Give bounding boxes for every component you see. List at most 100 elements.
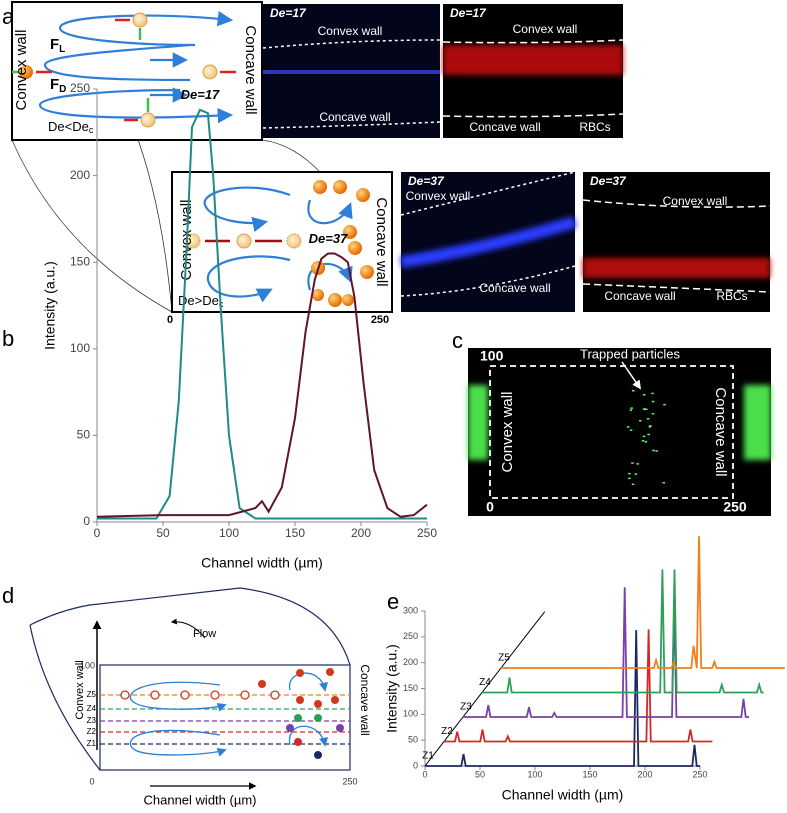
panel-a: a Convex wall Concave wall FL FD De<Dec … xyxy=(2,1,771,326)
panel-d xyxy=(294,738,302,746)
schematic-high xyxy=(312,289,324,301)
axis-label: Channel width (µm) xyxy=(144,792,257,807)
y-tick-label: 0 xyxy=(83,514,90,528)
level-label: Z3 xyxy=(87,716,97,725)
y-tick-label: 300 xyxy=(403,605,418,615)
x-axis-label: Channel width (µm) xyxy=(201,555,323,571)
panel-d xyxy=(296,669,304,677)
schematic-low xyxy=(132,12,148,28)
particle xyxy=(639,420,642,422)
schematic-low xyxy=(12,18,236,122)
panel-c xyxy=(621,361,642,390)
schematic-high xyxy=(203,186,291,232)
axis-end: 250 xyxy=(371,314,389,326)
schematic-high xyxy=(328,293,342,307)
line-series xyxy=(501,536,785,669)
x-tick-label: 200 xyxy=(351,526,371,540)
micrograph-dye xyxy=(400,265,576,297)
line-series xyxy=(96,252,428,518)
panel-d xyxy=(331,696,339,704)
wall-label: Convex wall xyxy=(406,189,471,203)
level-label: Z1 xyxy=(87,739,97,748)
panel-d xyxy=(170,618,206,639)
particle xyxy=(644,441,648,443)
panel-c: c 100 0 250 Trapped particles Convex wal… xyxy=(452,328,771,516)
particle xyxy=(631,462,634,464)
x-tick-label: 150 xyxy=(582,769,597,779)
schematic-high xyxy=(313,180,327,194)
micrograph-rbc: De=17 Convex wall Concave wall RBCs xyxy=(442,4,624,138)
series-label: De=17 xyxy=(181,87,220,102)
schematic-high xyxy=(356,188,370,202)
particle xyxy=(628,472,631,475)
particle xyxy=(628,477,631,480)
wall-label: Concave wall xyxy=(712,387,729,476)
particle xyxy=(641,440,645,442)
schematic-low xyxy=(202,64,218,80)
x-tick-label: 200 xyxy=(637,769,652,779)
x-tick-label: 100 xyxy=(219,526,239,540)
panel-d xyxy=(29,587,351,771)
regime-label: De<De xyxy=(48,119,89,134)
panel-d xyxy=(99,664,351,771)
panel-d xyxy=(288,672,329,692)
micrograph-rbc xyxy=(583,258,770,278)
particle xyxy=(629,409,633,411)
schematic-high: Convex wall Concave wall De>Dec 0 250 xyxy=(167,171,393,326)
x-tick-label: 250 xyxy=(417,526,437,540)
particle xyxy=(270,690,280,700)
flow-label: Flow xyxy=(193,628,216,640)
particle xyxy=(651,392,654,395)
particle xyxy=(642,435,646,438)
schematic-high xyxy=(348,241,362,255)
y-tick-label: 0 xyxy=(413,760,418,770)
particle xyxy=(626,426,630,428)
particle xyxy=(630,407,633,409)
y-tick-label: 200 xyxy=(403,657,418,667)
particle xyxy=(652,449,655,452)
micrograph-dye xyxy=(262,39,441,49)
de-label: De=17 xyxy=(270,6,307,20)
particle xyxy=(651,400,655,403)
cell-label: RBCs xyxy=(579,120,610,134)
y-tick-label: 250 xyxy=(403,631,418,641)
wall-label: Convex wall xyxy=(74,660,86,719)
panel-label: d xyxy=(2,583,14,608)
particle xyxy=(180,690,190,700)
x-tick-label: 100 xyxy=(527,769,542,779)
axis-end: 100 xyxy=(80,660,95,670)
schematic-high xyxy=(333,180,347,194)
series-label: De=37 xyxy=(309,231,348,246)
micrograph-dye: De=17 Convex wall Concave wall xyxy=(262,4,441,138)
wall-label: Concave wall xyxy=(242,25,259,114)
schematic-high xyxy=(360,265,374,279)
panel-d xyxy=(286,724,294,732)
y-tick-label: 100 xyxy=(403,709,418,719)
wall-label: Convex wall xyxy=(318,24,383,38)
line-series xyxy=(482,569,764,694)
panel-c xyxy=(468,348,771,516)
panel-c xyxy=(744,385,771,460)
schematic-high xyxy=(343,225,357,239)
series-label: Z5 xyxy=(498,653,510,664)
force-label: L xyxy=(59,44,65,55)
panel-label: e xyxy=(387,589,399,614)
panel-label: c xyxy=(452,328,463,353)
micrograph-dye: De=37 Convex wall Concave wall xyxy=(400,171,577,312)
micrograph-rbc xyxy=(443,45,623,75)
panel-d xyxy=(336,724,344,732)
micrograph-dye xyxy=(400,216,577,268)
particle xyxy=(629,429,633,431)
cell-label: RBCs xyxy=(716,289,747,303)
series-label: Z4 xyxy=(479,677,491,688)
series-label: Z3 xyxy=(460,702,472,713)
particle xyxy=(651,413,655,415)
line-series xyxy=(97,108,427,520)
axis-end: 100 xyxy=(480,348,504,364)
particle xyxy=(643,408,647,411)
x-tick-label: 250 xyxy=(692,769,707,779)
regime-label: De<Dec xyxy=(48,119,94,135)
wall-label: Concave wall xyxy=(319,110,390,124)
schematic-high xyxy=(342,294,354,306)
micrograph-rbc: De=37 Convex wall Concave wall RBCs xyxy=(582,172,771,312)
